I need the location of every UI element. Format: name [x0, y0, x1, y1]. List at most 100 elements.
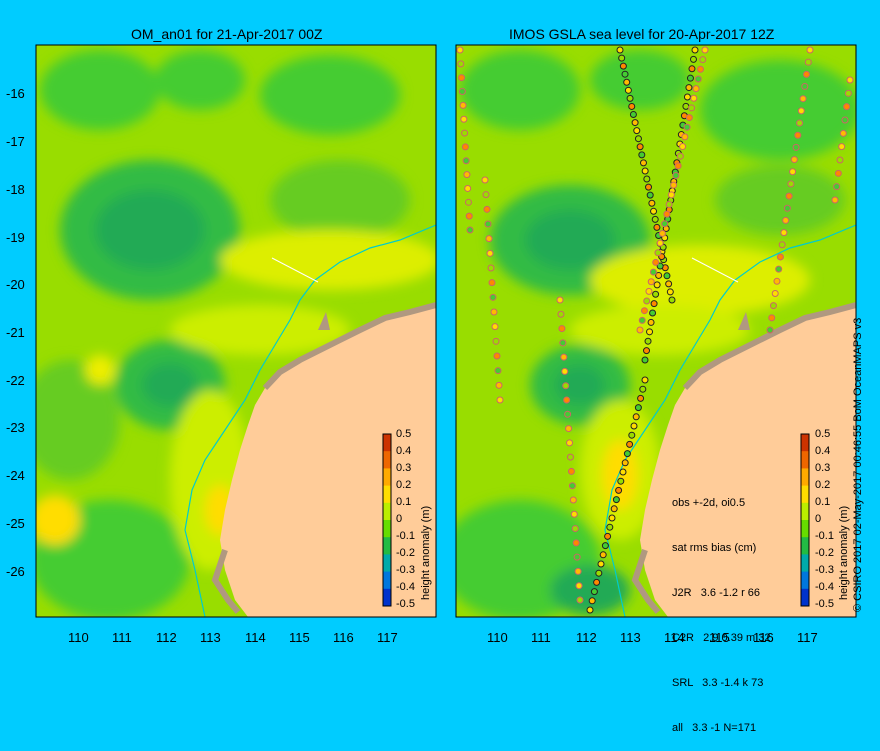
observation-marker	[643, 297, 651, 305]
observation-marker	[486, 249, 494, 257]
observation-marker	[484, 220, 492, 228]
stats-line: J2R 3.6 -1.2 r 66	[672, 587, 761, 599]
observation-marker	[771, 289, 779, 297]
colorbar-tick: 0.5	[815, 428, 831, 440]
colorbar-segment	[383, 554, 391, 573]
observation-marker	[568, 482, 576, 490]
colorbar-tick: 0.2	[815, 479, 831, 491]
observation-marker	[645, 287, 653, 295]
observation-marker	[466, 226, 474, 234]
colorbar-frame	[382, 433, 392, 607]
colorbar-segment	[801, 588, 809, 607]
observation-marker	[783, 204, 791, 212]
observation-marker	[460, 115, 468, 123]
observation-marker	[619, 468, 627, 476]
colorbar-tick: 0.3	[815, 462, 831, 474]
colorbar-segment	[383, 520, 391, 538]
observation-marker	[650, 300, 658, 308]
observation-marker	[604, 532, 612, 540]
observation-marker	[676, 152, 684, 160]
observation-marker	[565, 425, 573, 433]
observation-marker	[844, 89, 852, 97]
x-tick-label: 112	[576, 630, 597, 645]
observation-marker	[632, 413, 640, 421]
observation-marker	[575, 582, 583, 590]
observation-marker	[561, 367, 569, 375]
observation-marker	[647, 318, 655, 326]
colorbar-segment	[383, 588, 391, 607]
observation-marker	[465, 212, 473, 220]
observation-marker	[492, 337, 500, 345]
observation-marker	[563, 396, 571, 404]
x-tick-label: 110	[487, 630, 508, 645]
colorbar-tick: -0.5	[396, 598, 415, 610]
observation-marker	[806, 46, 814, 54]
x-tick-label: 111	[112, 630, 132, 645]
observation-marker	[790, 156, 798, 164]
observation-marker	[644, 337, 652, 345]
observation-marker	[838, 143, 846, 151]
x-tick-label: 113	[620, 630, 641, 645]
observation-marker	[668, 296, 676, 304]
y-tick-label: -20	[6, 277, 25, 292]
observation-marker	[690, 94, 698, 102]
observation-marker	[493, 352, 501, 360]
observation-marker	[462, 157, 470, 165]
observation-marker	[458, 88, 466, 96]
observation-marker	[576, 596, 584, 604]
colorbar-frame	[800, 433, 810, 607]
observation-marker	[682, 102, 690, 110]
observation-marker	[640, 307, 648, 315]
observation-marker	[606, 523, 614, 531]
observation-marker	[641, 167, 649, 175]
observation-marker	[789, 168, 797, 176]
observation-marker	[628, 102, 636, 110]
observation-marker	[495, 381, 503, 389]
observation-marker	[636, 143, 644, 151]
observation-marker	[672, 172, 680, 180]
colorbar-segment	[801, 520, 809, 538]
colorbar-tick: -0.2	[396, 547, 415, 559]
colorbar-tick: -0.1	[396, 530, 415, 542]
x-tick-label: 115	[289, 630, 310, 645]
observation-marker	[666, 288, 674, 296]
observation-marker	[692, 85, 700, 93]
stats-line: sat rms bias (cm)	[672, 542, 757, 554]
observation-marker	[623, 450, 631, 458]
observation-marker	[782, 216, 790, 224]
colorbar-segment	[383, 537, 391, 555]
observation-marker	[464, 198, 472, 206]
x-tick-label: 111	[531, 630, 551, 645]
observation-marker	[616, 46, 624, 54]
observation-marker	[647, 278, 655, 286]
observation-marker	[631, 119, 639, 127]
left-colorbar	[382, 433, 392, 607]
observation-marker	[645, 183, 653, 191]
observation-marker	[588, 597, 596, 605]
observation-marker	[615, 486, 623, 494]
observation-marker	[679, 143, 687, 151]
observation-marker	[464, 184, 472, 192]
observation-marker	[688, 104, 696, 112]
observation-marker	[773, 277, 781, 285]
stats-line: all 3.3 -1 N=171	[672, 722, 757, 734]
observation-marker	[694, 75, 702, 83]
observation-marker	[803, 70, 811, 78]
observation-marker	[634, 135, 642, 143]
y-tick-label: -26	[6, 564, 25, 579]
stats-line: obs +-2d, oi0.5	[672, 497, 746, 509]
x-tick-label: 110	[68, 630, 89, 645]
observation-marker	[574, 567, 582, 575]
observation-marker	[785, 192, 793, 200]
observation-marker	[566, 439, 574, 447]
observation-marker	[626, 94, 634, 102]
colorbar-segment	[801, 451, 809, 469]
x-tick-label: 117	[797, 630, 818, 645]
observation-marker	[560, 353, 568, 361]
observation-marker	[685, 114, 693, 122]
observation-marker	[636, 326, 644, 334]
colorbar-tick: 0.5	[396, 428, 412, 440]
observation-marker	[766, 326, 774, 334]
observation-marker	[637, 394, 645, 402]
observation-marker	[796, 119, 804, 127]
